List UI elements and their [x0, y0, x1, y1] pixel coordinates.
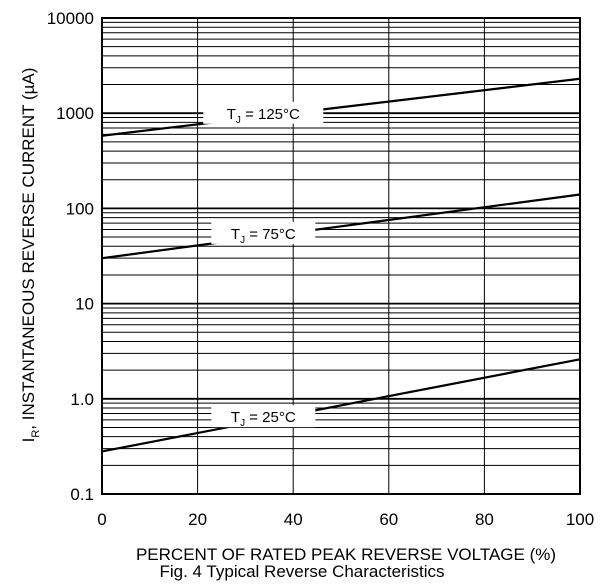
series-label-sub: J — [240, 235, 245, 246]
tick-labels: 0 20 40 60 80 100 0.1 1.0 10 100 1000 10000 — [47, 9, 594, 529]
y-tick-label: 1.0 — [70, 390, 94, 409]
series-label: TJ = 25°C — [231, 409, 296, 429]
series-line — [101, 358, 581, 453]
x-tick-label: 60 — [379, 510, 398, 529]
series-label-bg — [211, 405, 316, 428]
x-tick-label: 40 — [284, 510, 303, 529]
y-tick-label: 10000 — [47, 9, 94, 28]
y-axis-title-main: I — [19, 438, 38, 443]
series-label-sub: J — [240, 418, 245, 429]
series-line — [101, 77, 581, 137]
plot-frame — [101, 17, 581, 495]
series-label-bg — [203, 101, 324, 124]
y-axis-title-rest: , INSTANTANEOUS REVERSE CURRENT (µA) — [19, 68, 38, 430]
series-line — [101, 193, 581, 260]
series-label-sub: J — [236, 115, 241, 126]
x-tick-label: 80 — [475, 510, 494, 529]
series-label: TJ = 125°C — [227, 106, 300, 126]
y-axis-title: IR, INSTANTANEOUS REVERSE CURRENT (µA) — [19, 68, 42, 443]
series-label-rest: = 25°C — [245, 409, 296, 426]
series-labels: TJ = 125°CTJ = 75°CTJ = 25°C — [203, 101, 324, 429]
series-label-bg — [211, 221, 316, 244]
x-tick-label: 20 — [188, 510, 207, 529]
figure-caption: Fig. 4 Typical Reverse Characteristics — [159, 562, 445, 581]
series-label-main: T — [231, 409, 240, 426]
x-tick-label: 100 — [566, 510, 594, 529]
series-label-main: T — [231, 226, 240, 243]
grid — [102, 18, 580, 494]
x-axis-title: PERCENT OF RATED PEAK REVERSE VOLTAGE (%… — [136, 545, 556, 564]
y-tick-label: 1000 — [56, 104, 94, 123]
y-axis-title-sub: R — [30, 430, 42, 438]
series-label: TJ = 75°C — [231, 226, 296, 246]
y-tick-label: 100 — [66, 199, 94, 218]
x-tick-label: 0 — [97, 510, 106, 529]
series-label-rest: = 125°C — [241, 106, 300, 123]
y-tick-label: 10 — [75, 295, 94, 314]
series-lines — [101, 77, 581, 453]
y-tick-label: 0.1 — [70, 485, 94, 504]
series-label-rest: = 75°C — [245, 226, 296, 243]
series-label-main: T — [227, 106, 236, 123]
